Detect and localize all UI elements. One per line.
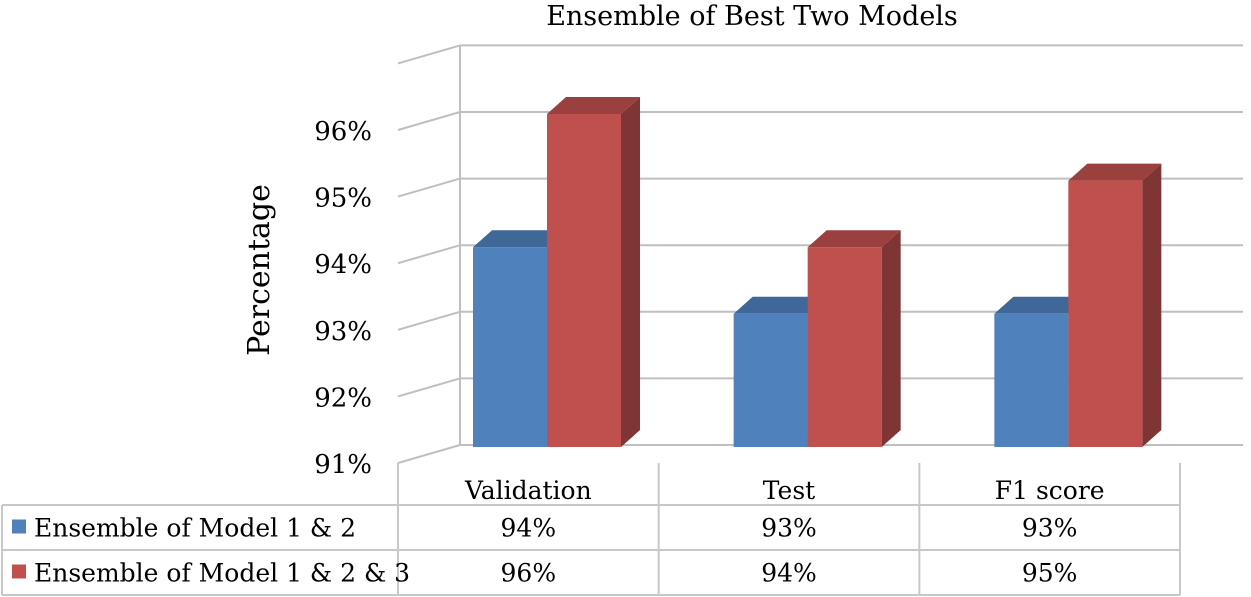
bar-front [733,313,808,447]
bar-front [1068,180,1143,447]
data-label: 93% [1022,514,1078,543]
gridline-depth [397,310,461,331]
bar [807,230,901,447]
y-tick-label: 95% [314,184,372,214]
bar-front [473,247,547,447]
bar-top [547,97,640,114]
data-label: 95% [1022,559,1078,588]
y-axis-label: Percentage [242,184,277,356]
bar-front [807,247,882,447]
legend-label: Ensemble of Model 1 & 2 & 3 [34,559,410,588]
bar [1068,163,1162,447]
y-tick-label: 96% [314,117,372,147]
y-tick-label: 94% [314,250,372,280]
bar-front [994,313,1069,447]
data-label: 94% [761,559,817,588]
bar-top [733,296,827,314]
gridline-depth [397,177,461,198]
bar-side [1142,163,1162,447]
data-label: 94% [501,514,557,543]
category-label: F1 score [995,476,1105,505]
bar [547,97,640,447]
y-tick-label: 92% [314,383,372,413]
y-tick-label: 93% [314,317,372,347]
bar-top [994,296,1088,314]
legend-swatch [12,519,26,534]
gridline-depth [397,377,461,398]
bar-front [547,114,621,447]
bar-top [1068,163,1162,181]
bar-side [621,97,640,447]
data-table: Validation Test F1 score Ensemble of Model … [1,463,1181,596]
gridline-depth [397,44,461,65]
data-label: 96% [501,559,557,588]
gridline-depth [397,111,461,131]
legend-label: Ensemble of Model 1 & 2 [34,514,356,543]
chart-title: Ensemble of Best Two Models [546,1,958,32]
bar-top [473,230,566,248]
category-label: Test [763,476,815,505]
y-tick-label: 91% [314,450,372,480]
data-label: 93% [761,514,817,543]
category-label: Validation [464,476,592,505]
gridline-depth [397,244,461,265]
bar-side [881,230,901,447]
bar-top [807,230,901,248]
y-tick-labels: 91% 92% 93% 94% 95% 96% [314,117,372,480]
bars [473,97,1162,447]
legend-swatch [12,564,26,579]
gridline-depth [397,444,461,464]
